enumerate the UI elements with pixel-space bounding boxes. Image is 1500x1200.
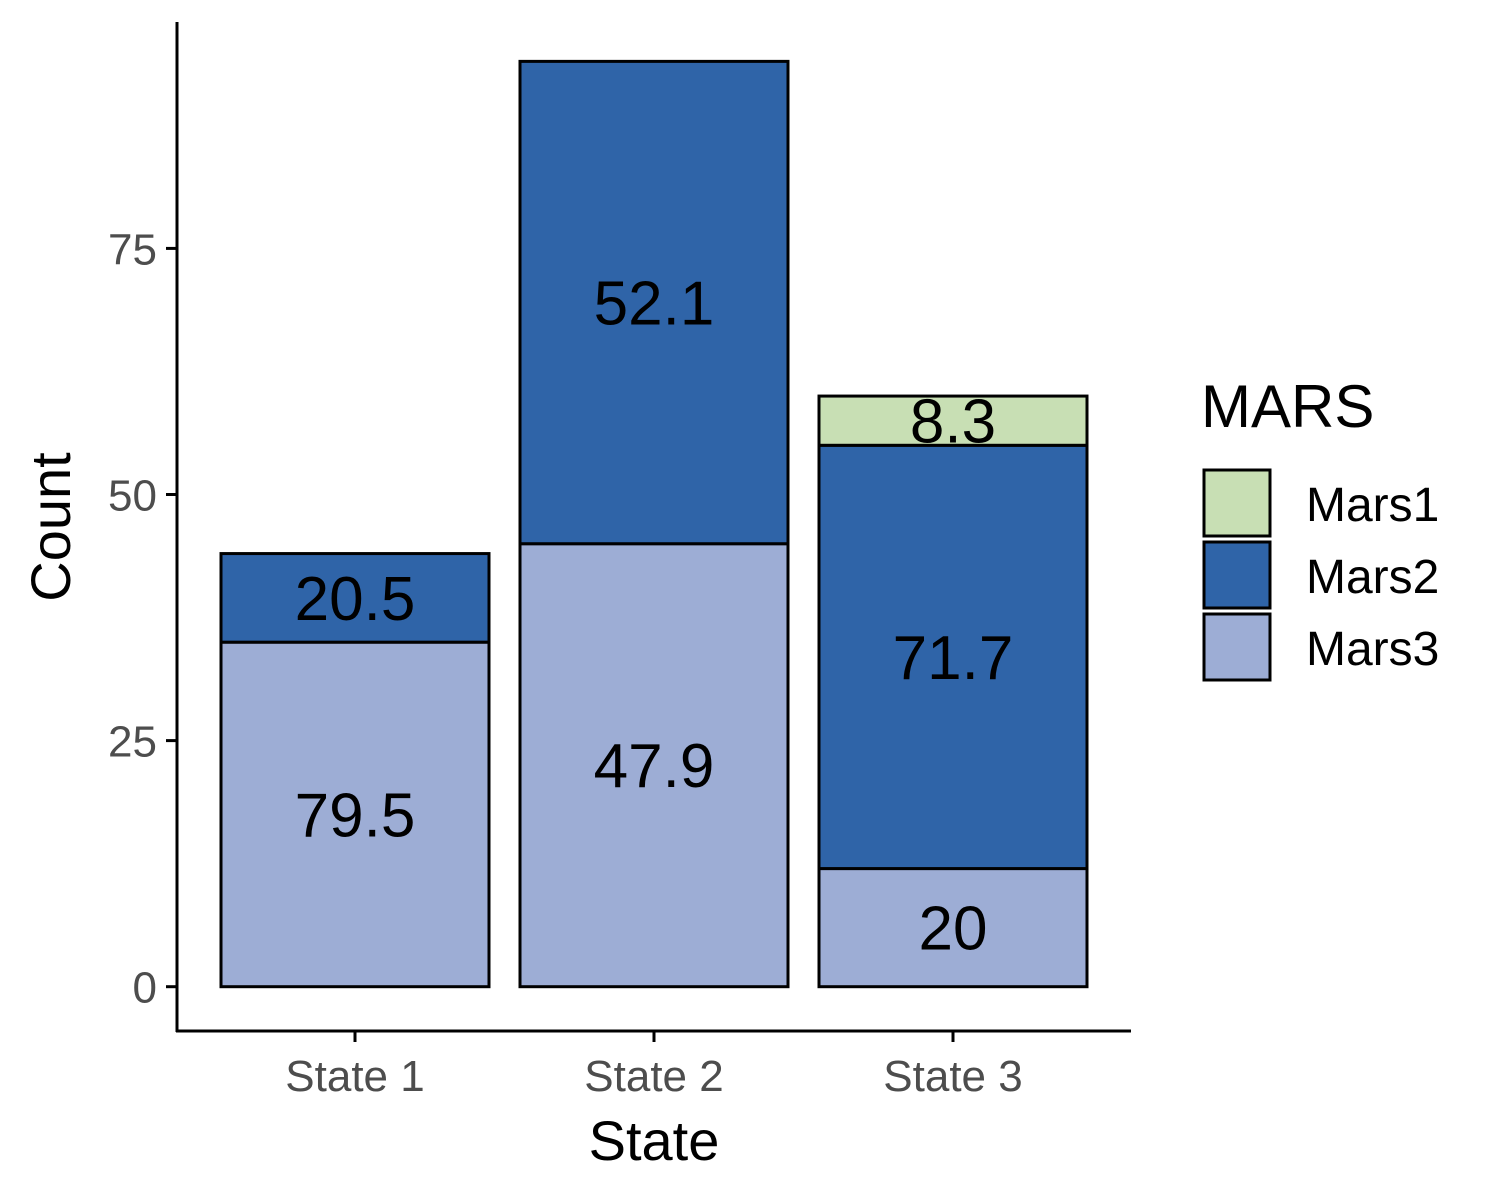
y-ticks-layer: 0 25 50 75 [108, 225, 177, 1013]
y-tick-label: 0 [133, 964, 157, 1013]
x-axis-title: State [589, 1109, 720, 1172]
data-labels-layer: 79.5 20.5 47.9 52.1 20 71.7 8.3 [295, 270, 1014, 964]
data-label-mars3-state-2: 47.9 [594, 732, 715, 801]
x-tick-label: State 1 [285, 1052, 424, 1101]
x-ticks-layer: State 1 State 2 State 3 [285, 1031, 1023, 1101]
y-tick-label: 75 [108, 225, 157, 274]
legend-swatch-mars2 [1202, 540, 1272, 610]
bar-mars1-state-3 [817, 394, 1089, 447]
legend-label-mars1: Mars1 [1306, 479, 1439, 532]
data-label-mars1-state-3: 8.3 [910, 388, 996, 457]
bar-mars3-state-3 [817, 867, 1089, 989]
y-axis-title: Count [19, 452, 82, 602]
data-label-mars3-state-3: 20 [919, 895, 988, 964]
data-label-mars2-state-1: 20.5 [295, 565, 416, 634]
x-tick-label: State 2 [584, 1052, 723, 1101]
bar-mars2-state-1 [219, 552, 491, 644]
data-label-mars2-state-2: 52.1 [594, 270, 715, 339]
x-tick-label: State 3 [883, 1052, 1022, 1101]
bar-mars2-state-3 [817, 443, 1089, 871]
bar-mars2-state-2 [518, 59, 790, 546]
legend-label-mars2: Mars2 [1306, 551, 1439, 604]
legend: MARS Mars1 Mars2 Mars3 [1201, 373, 1439, 682]
bars-layer [219, 59, 1089, 989]
legend-swatch-mars3 [1202, 612, 1272, 682]
data-label-mars2-state-3: 71.7 [893, 624, 1014, 693]
legend-title: MARS [1201, 373, 1374, 440]
y-tick-label: 50 [108, 472, 157, 521]
data-label-mars3-state-1: 79.5 [295, 781, 416, 850]
legend-label-mars3: Mars3 [1306, 623, 1439, 676]
y-tick-label: 25 [108, 718, 157, 767]
bar-mars3-state-1 [219, 640, 491, 989]
legend-swatch-mars1 [1202, 468, 1272, 538]
